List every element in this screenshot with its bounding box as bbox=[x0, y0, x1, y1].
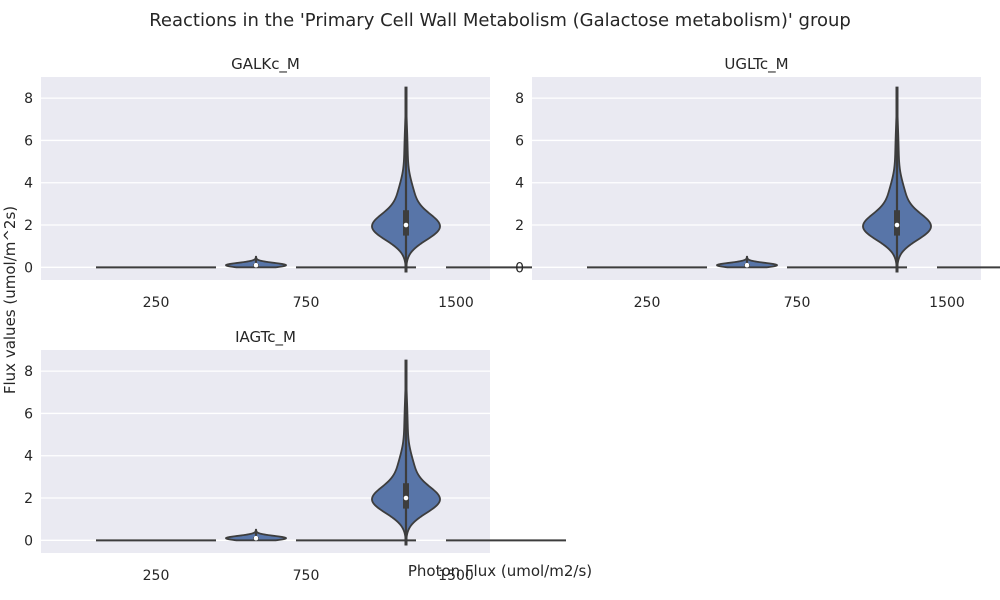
violin-median-dot bbox=[894, 222, 900, 228]
x-tick-label: 750 bbox=[293, 295, 320, 311]
x-tick-label: 250 bbox=[143, 295, 170, 311]
y-tick-label: 2 bbox=[515, 218, 524, 234]
subplot-iagtc_m: 0 2 4 6 8 IAGTc_M 250 750 1500 bbox=[24, 328, 566, 584]
y-tick-label: 8 bbox=[515, 91, 524, 107]
y-tick-label: 6 bbox=[24, 406, 33, 422]
y-tick-label: 2 bbox=[24, 491, 33, 507]
plot-area bbox=[41, 350, 490, 553]
y-tick-label: 4 bbox=[24, 449, 33, 465]
y-tick-label: 8 bbox=[24, 364, 33, 380]
subplot-title: IAGTc_M bbox=[235, 328, 296, 347]
subplots-container: 0 2 4 6 8 GALKc_M 250 750 1500 0 2 4 6 8 UGLTc_M 250 750… bbox=[24, 55, 1000, 584]
subplot-title: GALKc_M bbox=[231, 55, 300, 74]
violin-median-dot bbox=[253, 262, 259, 268]
x-tick-label: 1500 bbox=[438, 295, 474, 311]
y-tick-label: 4 bbox=[515, 176, 524, 192]
y-tick-label: 8 bbox=[24, 91, 33, 107]
figure-title: Reactions in the 'Primary Cell Wall Meta… bbox=[149, 10, 851, 31]
plot-area bbox=[532, 77, 981, 280]
y-tick-label: 6 bbox=[24, 133, 33, 149]
y-tick-label: 0 bbox=[24, 260, 33, 276]
x-tick-label: 1500 bbox=[438, 568, 474, 584]
x-tick-label: 250 bbox=[634, 295, 661, 311]
x-tick-label: 1500 bbox=[929, 295, 965, 311]
y-tick-label: 6 bbox=[515, 133, 524, 149]
x-tick-label: 750 bbox=[784, 295, 811, 311]
plot-area bbox=[41, 77, 490, 280]
y-axis-label: Flux values (umol/m^2s) bbox=[1, 206, 19, 394]
violin-median-dot bbox=[403, 495, 409, 501]
violin-median-dot bbox=[403, 222, 409, 228]
subplot-title: UGLTc_M bbox=[724, 55, 788, 74]
x-axis-label: Photon Flux (umol/m2/s) bbox=[408, 562, 592, 580]
violin-median-dot bbox=[253, 535, 259, 541]
x-tick-label: 750 bbox=[293, 568, 320, 584]
y-tick-label: 0 bbox=[24, 533, 33, 549]
y-tick-label: 4 bbox=[24, 176, 33, 192]
subplot-ugltc_m: 0 2 4 6 8 UGLTc_M 250 750 1500 bbox=[515, 55, 1000, 311]
x-tick-label: 250 bbox=[143, 568, 170, 584]
y-tick-label: 0 bbox=[515, 260, 524, 276]
subplot-galkc_m: 0 2 4 6 8 GALKc_M 250 750 1500 bbox=[24, 55, 566, 311]
violin-median-dot bbox=[744, 262, 750, 268]
y-tick-label: 2 bbox=[24, 218, 33, 234]
